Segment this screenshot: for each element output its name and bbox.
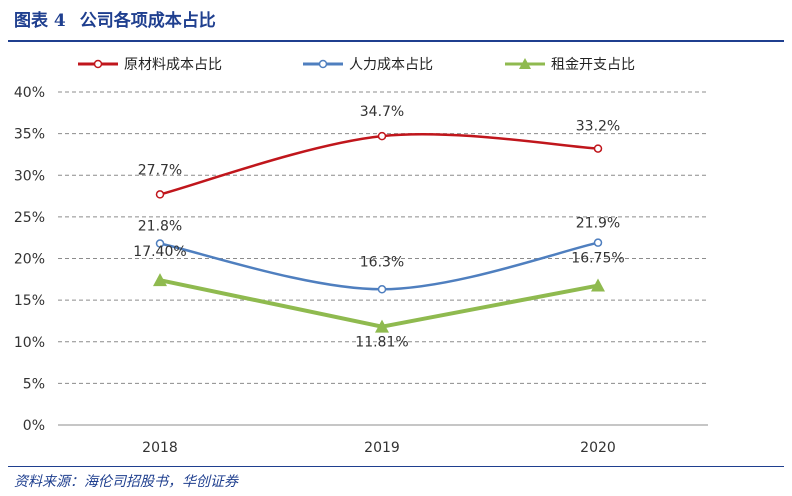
data-point (155, 190, 165, 199)
y-tick-label: 40% (14, 85, 45, 101)
y-tick-label: 25% (14, 210, 45, 226)
legend-item: 租金开支占比 (505, 57, 635, 73)
data-label: 16.3% (360, 254, 404, 270)
x-axis: 2018 2019 2020 (142, 440, 616, 456)
data-label: 27.7% (138, 162, 182, 178)
source-note: 资料来源：海伦司招股书，华创证券 (14, 474, 238, 490)
legend-item: 原材料成本占比 (78, 57, 222, 73)
data-label: 21.8% (138, 219, 182, 235)
legend-label: 人力成本占比 (349, 57, 433, 73)
y-tick-label: 0% (23, 418, 45, 434)
legend-label: 租金开支占比 (551, 57, 635, 73)
data-point-triangle (153, 273, 167, 287)
data-point (593, 144, 603, 153)
y-tick-label: 35% (14, 127, 45, 143)
series: 21.8% 16.3% 21.9% (138, 216, 620, 294)
y-tick-label: 5% (23, 376, 45, 392)
legend-item: 人力成本占比 (303, 57, 433, 73)
y-tick-label: 30% (14, 168, 45, 184)
series: 17.40% 11.81% 16.75% (133, 244, 624, 351)
figure-title: 图表 4 公司各项成本占比 (14, 8, 230, 34)
x-tick-label: 2019 (364, 440, 400, 456)
y-tick-label: 20% (14, 252, 45, 268)
data-point (377, 131, 387, 141)
series-group: 27.7% 34.7% 33.2% 21.8% 16.3% 21.9% 17.40% 11.8… (133, 104, 624, 351)
y-tick-label: 15% (14, 293, 45, 309)
data-point-triangle (591, 278, 605, 292)
x-tick-label: 2020 (580, 440, 616, 456)
title-rule (8, 40, 784, 42)
data-point (593, 238, 603, 247)
legend-circle-marker (93, 59, 103, 69)
series: 27.7% 34.7% 33.2% (138, 104, 620, 199)
legend-triangle-marker (519, 58, 531, 69)
data-label: 34.7% (360, 104, 404, 120)
legend: 原材料成本占比 人力成本占比 租金开支占比 (78, 57, 635, 73)
figure-number: 图表 4 (14, 11, 66, 31)
data-label: 21.9% (576, 216, 620, 232)
data-label: 11.81% (355, 335, 408, 351)
y-tick-label: 10% (14, 335, 45, 351)
data-point (155, 239, 165, 248)
legend-circle-marker (318, 59, 328, 69)
data-point-triangle (375, 319, 389, 333)
x-tick-label: 2018 (142, 440, 178, 456)
data-label: 33.2% (576, 119, 620, 135)
figure-title-text: 公司各项成本占比 (79, 11, 216, 31)
series-line (159, 133, 599, 196)
y-axis: 0% 5% 10% 15% 20% 25% 30% 35% 40% (14, 85, 45, 434)
data-point (377, 285, 387, 294)
source-rule (8, 466, 784, 467)
legend-label: 原材料成本占比 (124, 57, 222, 73)
data-label: 17.40% (133, 244, 186, 260)
data-label: 16.75% (571, 251, 624, 267)
